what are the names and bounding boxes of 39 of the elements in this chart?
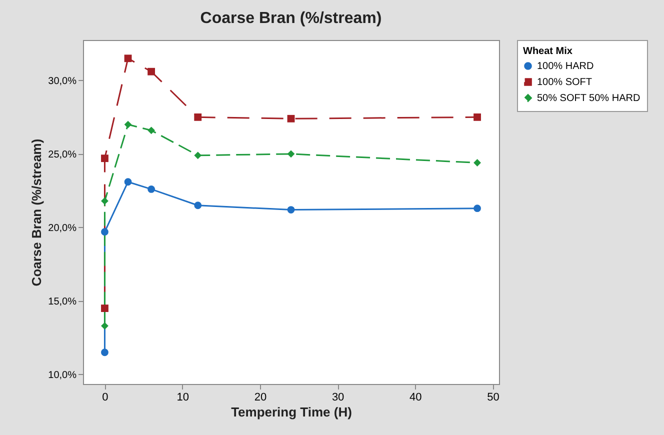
point (101, 304, 108, 312)
point (101, 322, 108, 330)
point (101, 197, 108, 205)
point (474, 204, 481, 212)
point (287, 206, 295, 214)
point (124, 54, 132, 62)
x-axis-title: Tempering Time (H) (231, 404, 352, 420)
y-tick-label: 15,0% (48, 296, 77, 308)
point (148, 126, 156, 134)
point (287, 114, 295, 122)
x-tick-label: 30 (332, 392, 344, 404)
point (474, 159, 481, 166)
y-tick-label: 30,0% (48, 76, 77, 87)
point (148, 68, 156, 76)
y-tick-label: 10,0% (48, 370, 77, 381)
y-tick-label: 20,0% (48, 222, 77, 234)
x-tick-label: 0 (102, 392, 108, 404)
point (124, 120, 132, 128)
legend-label: 100% HARD (537, 61, 594, 72)
point (194, 202, 202, 210)
y-axis-title: Coarse Bran (%/stream) (29, 138, 44, 286)
point (124, 178, 132, 186)
point (194, 152, 202, 160)
x-tick-label: 10 (176, 392, 189, 404)
point (194, 113, 202, 121)
point (474, 113, 481, 121)
legend-label: 100% SOFT (537, 77, 592, 88)
point (148, 186, 156, 193)
point (101, 228, 108, 236)
y-tick-label: 25,0% (48, 149, 77, 160)
legend-title: Wheat Mix (523, 46, 573, 57)
point (101, 348, 108, 356)
x-tick-label: 40 (410, 392, 422, 404)
point (101, 154, 108, 162)
point (287, 150, 295, 158)
x-tick-label: 20 (254, 392, 267, 404)
x-tick-label: 50 (487, 392, 500, 404)
chart-title: Coarse Bran (%/stream) (200, 10, 382, 27)
legend-label: 50% SOFT 50% HARD (537, 93, 640, 104)
